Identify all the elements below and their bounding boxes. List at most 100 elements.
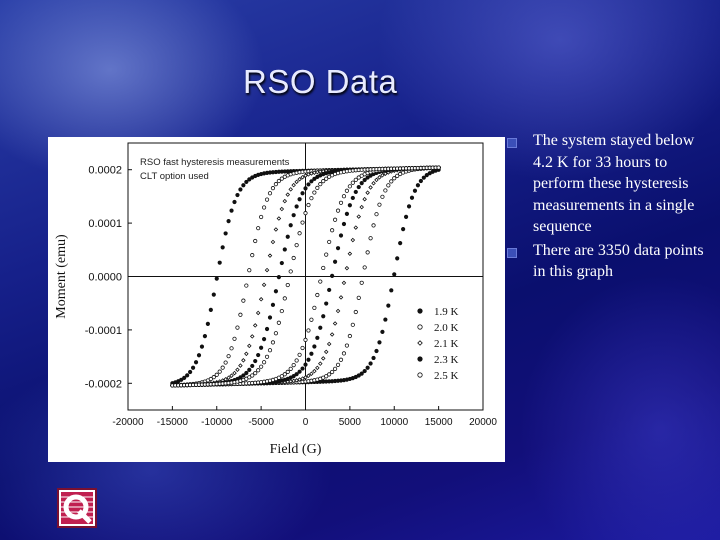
data-point — [288, 269, 293, 274]
data-point — [309, 371, 314, 377]
x-tick-label: 15000 — [425, 417, 453, 428]
data-point — [291, 374, 296, 379]
x-tick-label: -5000 — [248, 417, 274, 428]
data-point — [332, 366, 338, 371]
x-tick-label: -20000 — [112, 417, 144, 428]
x-axis-label: Field (G) — [270, 442, 322, 457]
data-point — [347, 251, 353, 256]
data-point — [323, 349, 329, 355]
data-point — [332, 217, 338, 222]
data-point — [362, 368, 367, 374]
legend-label: 2.3 K — [434, 354, 459, 366]
data-point — [353, 177, 358, 182]
data-point — [235, 192, 240, 198]
data-point — [303, 375, 308, 380]
data-point — [315, 365, 320, 371]
bullet-item: The system stayed below 4.2 K for 33 hou… — [505, 130, 710, 238]
data-point — [344, 265, 350, 271]
data-point — [356, 175, 361, 180]
data-point — [288, 223, 293, 228]
data-point — [377, 340, 382, 345]
data-point — [327, 239, 332, 245]
data-point — [350, 237, 356, 243]
data-point — [417, 340, 423, 346]
data-point — [350, 322, 355, 327]
y-axis-label: Moment (emu) — [54, 234, 69, 319]
x-tick-label: 10000 — [380, 417, 408, 428]
data-point — [338, 200, 344, 205]
data-point — [392, 176, 397, 181]
data-point — [256, 368, 261, 373]
data-point — [232, 199, 237, 205]
data-point — [417, 308, 423, 314]
data-point — [256, 352, 261, 358]
data-point — [223, 231, 228, 236]
data-point — [341, 221, 347, 227]
legend-label: 2.0 K — [434, 322, 459, 334]
data-point — [193, 360, 199, 365]
data-point — [241, 358, 246, 363]
data-point — [261, 282, 267, 288]
legend-entry: 1.9 K — [417, 306, 459, 318]
data-point — [344, 343, 350, 348]
data-point — [259, 364, 264, 369]
data-point — [386, 183, 391, 188]
data-point — [244, 283, 249, 288]
data-point — [347, 184, 352, 189]
data-point — [202, 334, 208, 339]
quantum-design-q-logo-icon — [57, 488, 97, 528]
data-point — [205, 321, 210, 326]
data-point — [255, 310, 261, 316]
chart-annotation: RSO fast hysteresis measurements — [140, 157, 290, 168]
data-point — [401, 227, 406, 232]
data-point — [238, 312, 243, 317]
data-point — [282, 247, 287, 252]
chart-annotation: CLT option used — [140, 171, 209, 182]
data-point — [335, 308, 341, 314]
data-point — [341, 194, 347, 199]
data-point — [297, 369, 302, 374]
data-point — [359, 181, 364, 186]
data-point — [306, 182, 311, 187]
data-point — [362, 265, 367, 270]
data-point — [356, 295, 361, 300]
data-point — [226, 219, 231, 224]
data-point — [353, 189, 358, 195]
data-point — [188, 369, 193, 375]
data-point — [261, 205, 267, 210]
data-point — [312, 305, 317, 310]
data-point — [309, 351, 314, 356]
legend-label: 2.5 K — [434, 370, 459, 382]
data-point — [417, 356, 423, 362]
x-tick-label: 5000 — [339, 417, 362, 428]
data-point — [356, 214, 362, 219]
data-point — [250, 363, 255, 369]
data-point — [392, 272, 397, 277]
data-point — [344, 188, 350, 193]
data-point — [252, 323, 258, 328]
data-point — [294, 179, 299, 185]
data-point — [362, 196, 367, 202]
data-point — [264, 354, 270, 359]
data-point — [338, 233, 344, 238]
data-point — [267, 315, 273, 320]
data-point — [335, 362, 341, 367]
data-point — [321, 265, 326, 271]
data-point — [220, 365, 225, 370]
data-point — [288, 187, 293, 192]
data-point — [258, 297, 264, 302]
data-point — [383, 188, 388, 193]
data-point — [249, 334, 255, 339]
data-point — [300, 345, 305, 351]
data-point — [327, 287, 332, 293]
data-point — [279, 176, 284, 181]
data-point — [309, 317, 314, 322]
data-point — [273, 331, 279, 336]
data-point — [395, 173, 400, 178]
y-tick-label: 0.0000 — [88, 272, 122, 284]
data-point — [273, 182, 279, 187]
data-point — [190, 365, 196, 370]
data-point — [303, 211, 308, 216]
data-point — [264, 197, 270, 202]
data-point — [229, 373, 234, 378]
